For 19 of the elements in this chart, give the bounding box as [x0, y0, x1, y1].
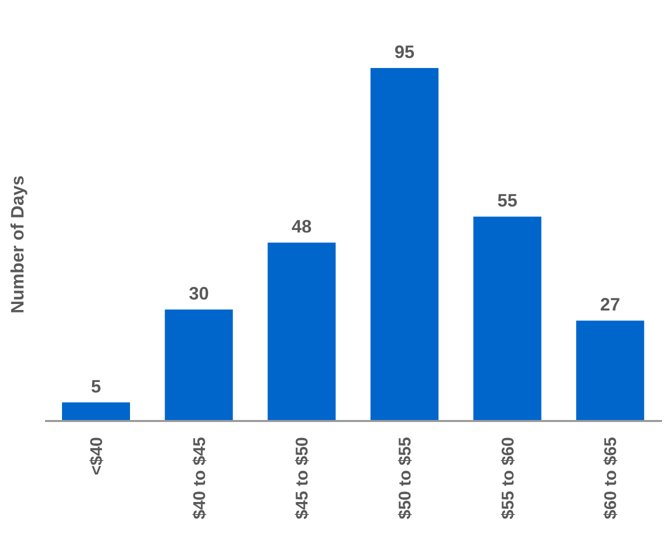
bar — [268, 242, 336, 421]
bar — [62, 402, 130, 421]
bar — [370, 68, 438, 421]
x-tick-label: $50 to $55 — [395, 437, 414, 520]
x-tick-label: $45 to $50 — [292, 437, 312, 520]
data-label: 48 — [292, 216, 312, 237]
data-label: 27 — [600, 294, 620, 315]
data-label: 5 — [90, 376, 102, 396]
x-tick-label: $55 to $60 — [498, 437, 518, 520]
data-label: 55 — [497, 190, 518, 211]
y-axis-title: Number of Days — [7, 175, 28, 314]
data-label: 95 — [394, 42, 415, 62]
bar — [576, 320, 644, 421]
bar — [164, 310, 233, 421]
x-tick-label: $60 to $65 — [601, 437, 620, 520]
data-label: 30 — [188, 284, 209, 304]
x-tick-label: <$40 — [86, 437, 106, 476]
bar — [473, 216, 542, 421]
x-tick-label: $40 to $45 — [190, 437, 209, 520]
